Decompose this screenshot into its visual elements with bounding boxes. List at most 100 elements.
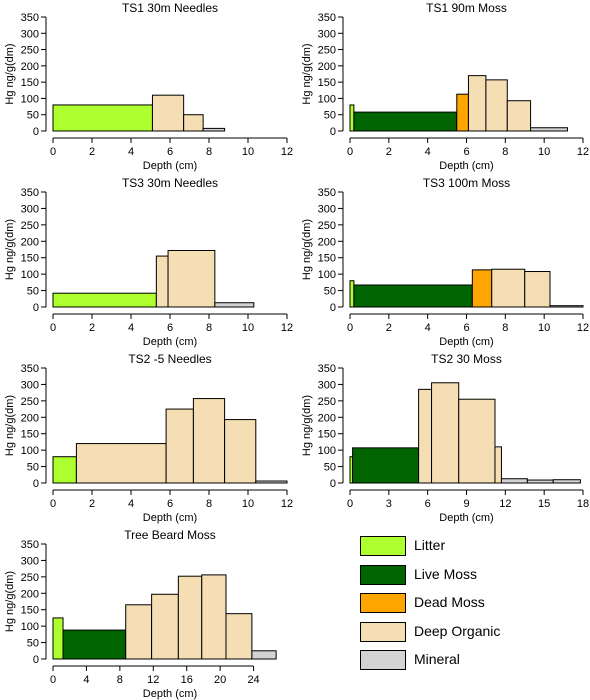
legend: Litter Live Moss Dead Moss Deep Organic … xyxy=(360,534,560,677)
y-tick-label: 0 xyxy=(33,654,39,666)
x-tick-label: 0 xyxy=(347,322,353,334)
bar-mineral xyxy=(549,305,584,308)
y-tick-label: 50 xyxy=(27,286,39,298)
y-tick-label: 150 xyxy=(318,253,336,265)
chart-title: TS1 90m Moss xyxy=(426,1,507,15)
y-tick-label: 50 xyxy=(27,110,39,122)
y-tick-label: 0 xyxy=(33,126,39,138)
y-tick-label: 300 xyxy=(318,28,336,40)
x-tick-label: 20 xyxy=(214,674,226,686)
bar-dead-moss xyxy=(456,93,469,132)
y-tick-label: 100 xyxy=(318,445,336,457)
chart-title: TS2 30 Moss xyxy=(431,352,502,366)
y-tick-label: 100 xyxy=(21,93,39,105)
bar-deep-organic xyxy=(177,575,203,660)
x-tick-label: 0 xyxy=(50,146,56,158)
x-tick-label: 6 xyxy=(167,146,173,158)
bar-mineral xyxy=(202,127,226,132)
x-tick-label: 6 xyxy=(167,498,173,510)
x-tick-label: 6 xyxy=(463,322,469,334)
y-axis-label: Hg ng/g(dm) xyxy=(4,395,16,456)
x-tick-label: 0 xyxy=(347,146,353,158)
bar-litter xyxy=(52,617,64,660)
y-tick-label: 200 xyxy=(21,61,39,73)
x-tick-label: 10 xyxy=(242,146,254,158)
x-tick-label: 4 xyxy=(128,322,134,334)
y-tick-label: 100 xyxy=(21,445,39,457)
y-tick-label: 300 xyxy=(21,555,39,567)
chart-title: Tree Beard Moss xyxy=(124,528,216,542)
bar-deep-organic xyxy=(155,255,169,308)
x-tick-label: 12 xyxy=(499,498,511,510)
legend-item-live-moss: Live Moss xyxy=(360,563,560,592)
x-axis-label: Depth (cm) xyxy=(143,160,197,172)
x-tick-label: 12 xyxy=(281,322,293,334)
y-tick-label: 350 xyxy=(21,187,39,199)
bar-live-moss xyxy=(352,447,420,484)
x-tick-label: 0 xyxy=(50,322,56,334)
x-tick-label: 4 xyxy=(425,322,431,334)
y-axis-label: Hg ng/g(dm) xyxy=(4,43,16,104)
y-tick-label: 150 xyxy=(21,605,39,617)
chart-panel-ts3-30m-needles: 0 50 100 150 200 250 300 350 0 2 4 6 8 10 12 TS3 30m Ne… xyxy=(4,176,293,348)
y-tick-label: 200 xyxy=(21,412,39,424)
bar-litter xyxy=(52,456,77,484)
x-tick-label: 4 xyxy=(128,498,134,510)
bar-live-moss xyxy=(353,284,473,308)
x-tick-label: 10 xyxy=(538,146,550,158)
x-tick-label: 6 xyxy=(463,146,469,158)
x-tick-label: 2 xyxy=(386,322,392,334)
y-tick-label: 100 xyxy=(21,621,39,633)
x-tick-label: 0 xyxy=(347,498,353,510)
bar-deep-organic xyxy=(75,443,167,484)
x-tick-label: 8 xyxy=(206,322,212,334)
x-tick-label: 8 xyxy=(117,674,123,686)
y-tick-label: 250 xyxy=(21,45,39,57)
x-tick-label: 6 xyxy=(167,322,173,334)
bar-deep-organic xyxy=(151,94,185,132)
x-axis-label: Depth (cm) xyxy=(143,512,197,524)
y-tick-label: 250 xyxy=(318,45,336,57)
y-tick-label: 250 xyxy=(21,220,39,232)
y-tick-label: 100 xyxy=(21,269,39,281)
legend-label-live-moss: Live Moss xyxy=(414,565,478,582)
x-axis-label: Depth (cm) xyxy=(439,160,493,172)
bar-deep-organic xyxy=(485,79,508,132)
x-tick-label: 12 xyxy=(577,146,589,158)
x-tick-label: 10 xyxy=(242,498,254,510)
y-tick-label: 100 xyxy=(318,93,336,105)
bar-deep-organic xyxy=(183,114,204,132)
bar-mineral xyxy=(255,480,288,484)
y-tick-label: 0 xyxy=(33,302,39,314)
x-tick-label: 9 xyxy=(463,498,469,510)
bar-live-moss xyxy=(62,629,127,660)
chart-panel-ts1-90m-moss: 0 50 100 150 200 250 300 350 0 2 4 6 8 10 12 TS1 90m Mo… xyxy=(301,1,589,172)
y-tick-label: 50 xyxy=(27,638,39,650)
y-axis-label: Hg ng/g(dm) xyxy=(4,219,16,280)
chart-title: TS3 100m Moss xyxy=(423,176,510,190)
y-tick-label: 300 xyxy=(318,203,336,215)
x-tick-label: 12 xyxy=(147,674,159,686)
y-tick-label: 350 xyxy=(21,363,39,375)
y-tick-label: 150 xyxy=(21,77,39,89)
y-tick-label: 200 xyxy=(318,61,336,73)
y-tick-label: 0 xyxy=(33,478,39,490)
y-tick-label: 200 xyxy=(21,588,39,600)
bar-mineral xyxy=(552,479,581,484)
y-tick-label: 200 xyxy=(318,412,336,424)
chart-panel-ts1-30m-needles: 0 50 100 150 200 250 300 350 0 2 4 6 8 10 12 TS1 30m Ne… xyxy=(4,1,293,172)
x-tick-label: 2 xyxy=(89,498,95,510)
y-tick-label: 300 xyxy=(21,28,39,40)
legend-swatch-deep-organic xyxy=(360,621,406,642)
x-tick-label: 12 xyxy=(577,322,589,334)
y-tick-label: 0 xyxy=(330,478,336,490)
legend-swatch-mineral xyxy=(360,650,406,670)
bar-deep-organic xyxy=(524,271,551,308)
x-tick-label: 16 xyxy=(181,674,193,686)
x-tick-label: 8 xyxy=(502,146,508,158)
x-tick-label: 3 xyxy=(386,498,392,510)
bar-deep-organic xyxy=(467,75,487,132)
y-tick-label: 350 xyxy=(318,12,336,24)
x-tick-label: 10 xyxy=(242,322,254,334)
